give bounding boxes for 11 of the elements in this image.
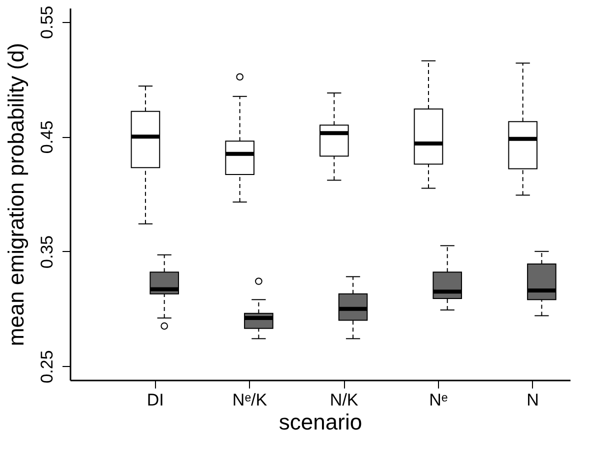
x-tick-label: Nᵉ/K <box>232 390 268 410</box>
y-tick-label: 0.55 <box>38 6 56 39</box>
x-axis-title: scenario <box>278 410 362 434</box>
x-tick-label: DI <box>146 390 164 410</box>
x-tick-label: N <box>526 390 539 410</box>
y-tick-label: 0.25 <box>38 350 56 384</box>
x-tick-label: Nᵉ <box>429 390 448 410</box>
y-tick-label: 0.45 <box>38 120 56 154</box>
y-tick-label: 0.35 <box>38 235 56 268</box>
y-axis-title: mean emigration probability (d) <box>4 42 28 346</box>
x-tick-label: N/K <box>330 390 359 410</box>
